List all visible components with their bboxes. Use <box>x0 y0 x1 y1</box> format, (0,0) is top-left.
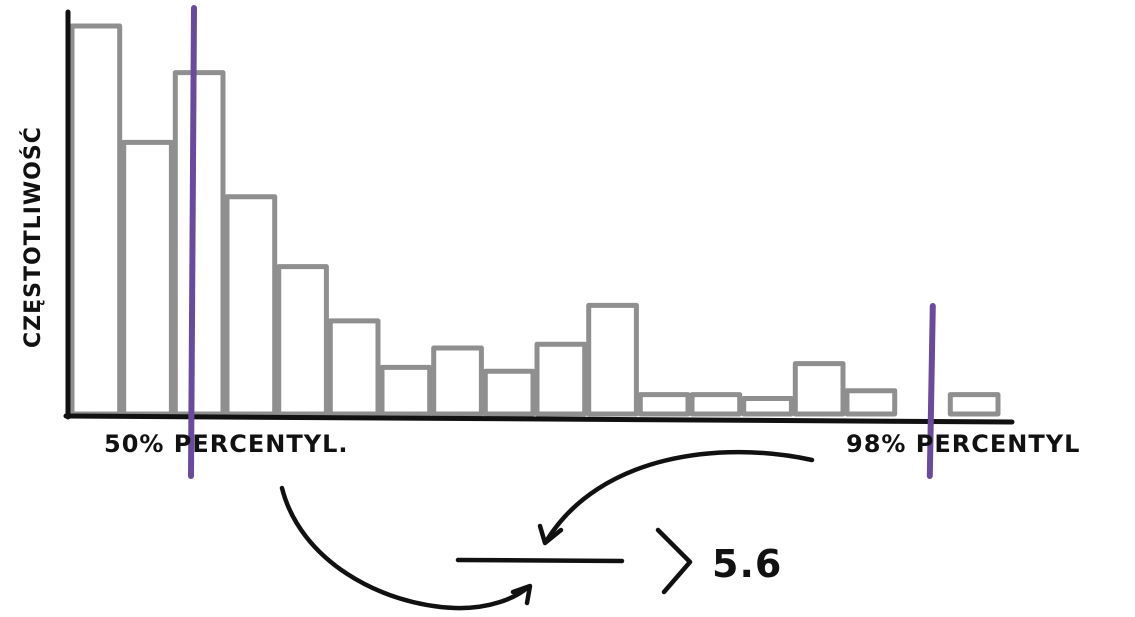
histogram-bar <box>689 392 743 417</box>
histogram-bar <box>741 396 794 417</box>
histogram-bar <box>431 345 484 417</box>
arrow-from-98-head <box>537 523 564 546</box>
y-axis-label: CZĘSTOTLIWOŚĆ <box>20 126 46 348</box>
arrow-from-50-head <box>510 583 533 606</box>
percentile-98-marker <box>926 303 936 479</box>
histogram-bar <box>947 392 1001 417</box>
histogram-bar <box>379 364 433 417</box>
bars-group <box>69 23 1001 417</box>
arrow-from-98-curve <box>544 449 815 543</box>
histogram-bar <box>482 368 536 417</box>
histogram-bar <box>172 70 226 417</box>
ratio-value: 5.6 <box>712 542 782 586</box>
histogram-bar <box>534 341 588 417</box>
histogram-bar <box>637 392 691 417</box>
percentile-98-label: 98% PERCENTYL <box>846 430 1080 458</box>
arrow-from-50-curve <box>279 485 530 611</box>
histogram-bar <box>327 318 381 417</box>
percentile-50-label: 50% PERCENTYL. <box>104 430 349 458</box>
histogram-bar <box>224 194 278 417</box>
histogram-bar <box>844 388 898 417</box>
histogram-bar <box>121 139 174 417</box>
histogram-bar <box>586 302 639 417</box>
percentile-50-marker <box>188 5 197 479</box>
ratio-sketch <box>279 449 815 611</box>
histogram-bar <box>792 361 846 417</box>
fraction-bar <box>455 557 625 564</box>
x-axis <box>63 413 1015 425</box>
percentile-markers <box>188 5 936 479</box>
histogram-bar <box>69 23 123 417</box>
histogram-bar <box>276 264 329 417</box>
greater-than-icon <box>655 527 693 595</box>
